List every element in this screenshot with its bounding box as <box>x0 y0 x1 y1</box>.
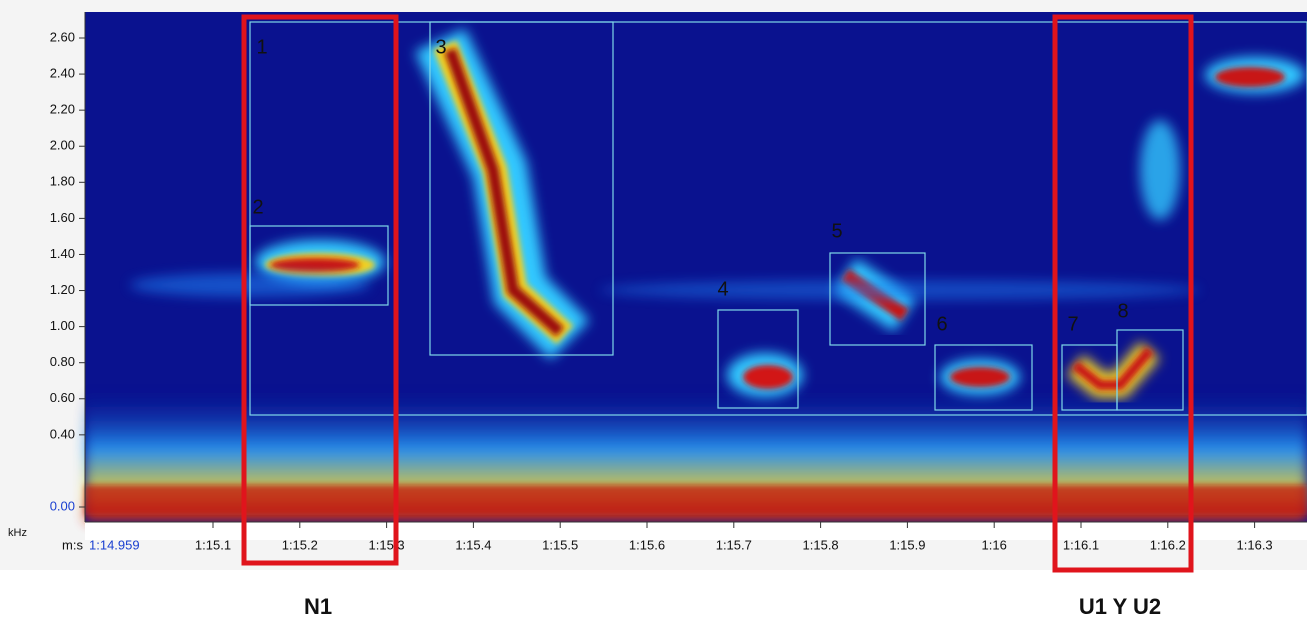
x-tick-label: 1:15.1 <box>195 537 231 552</box>
selection-boxes <box>249 21 1307 416</box>
x-axis-band <box>85 522 1307 540</box>
y-tick-label: 1.40 <box>50 246 75 261</box>
spectrogram <box>85 28 1307 522</box>
y-tick-label: 1.20 <box>50 282 75 297</box>
x-tick-label: 1:16.1 <box>1063 537 1099 552</box>
y-tick-label: 1.80 <box>50 174 75 189</box>
x-tick-label: 1:15.5 <box>542 537 578 552</box>
x-tick-label: 1:15.8 <box>803 537 839 552</box>
x-tick-label: 1:15.7 <box>716 537 752 552</box>
y-tick-label: 2.00 <box>50 138 75 153</box>
group-label: U1 Y U2 <box>1079 594 1161 619</box>
y-tick-label: 1.60 <box>50 210 75 225</box>
x-tick-label: 1:15.9 <box>889 537 925 552</box>
selection-number: 8 <box>1117 300 1128 322</box>
y-tick-label: 2.40 <box>50 66 75 81</box>
y-tick-label: 0.40 <box>50 426 75 441</box>
x-tick-label: 1:15.2 <box>282 537 318 552</box>
selection-number: 6 <box>936 313 947 335</box>
group-label: N1 <box>304 594 332 619</box>
selection-number: 7 <box>1067 313 1078 335</box>
x-tick-label: 1:16.3 <box>1237 537 1273 552</box>
selection-number: 2 <box>252 196 263 218</box>
y-tick-label: 0.00 <box>50 498 75 513</box>
y-unit: kHz <box>8 527 27 539</box>
x-start: 1:14.959 <box>89 537 140 552</box>
x-tick-label: 1:15.3 <box>369 537 405 552</box>
highlight-boxes <box>241 14 1194 573</box>
x-tick-label: 1:15.6 <box>629 537 665 552</box>
y-tick-label: 2.60 <box>50 29 75 44</box>
y-tick-label: 2.20 <box>50 102 75 117</box>
x-prefix: m:s <box>62 537 83 552</box>
selection-number: 4 <box>717 278 728 300</box>
x-tick-label: 1:15.4 <box>455 537 491 552</box>
x-tick-label: 1:16.2 <box>1150 537 1186 552</box>
y-tick-label: 1.00 <box>50 318 75 333</box>
selection-number: 3 <box>435 36 446 58</box>
y-tick-label: 0.80 <box>50 354 75 369</box>
y-tick-label: 0.60 <box>50 390 75 405</box>
selection-number: 5 <box>831 220 842 242</box>
x-tick-label: 1:16 <box>982 537 1007 552</box>
selection-number: 1 <box>256 36 267 58</box>
